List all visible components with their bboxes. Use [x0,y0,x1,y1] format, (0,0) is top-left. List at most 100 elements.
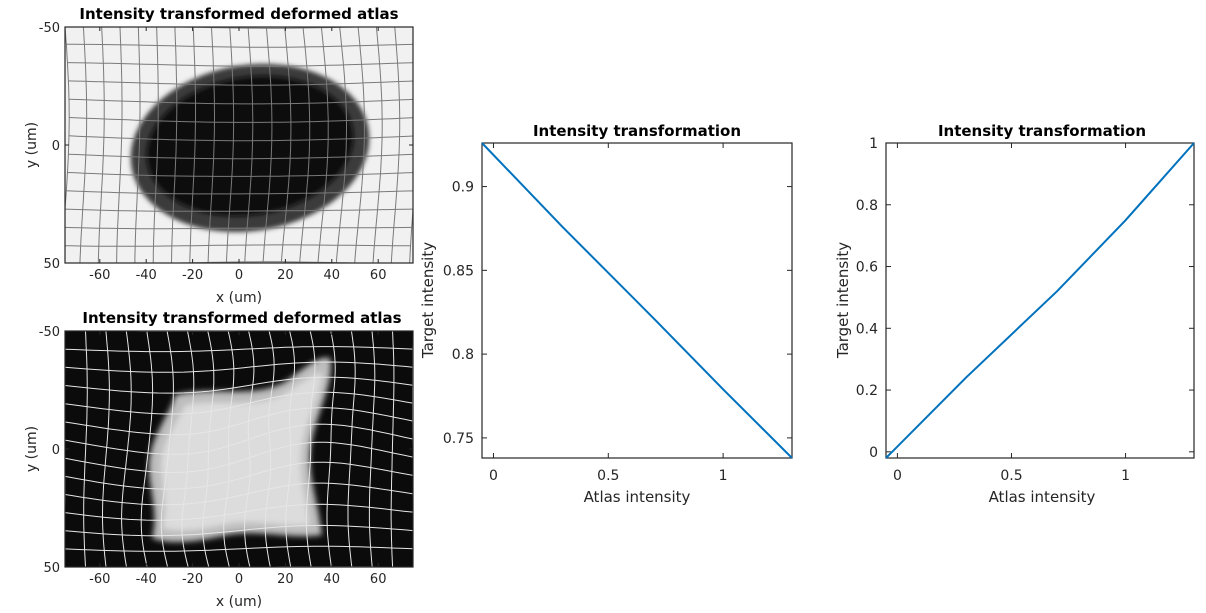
panel-b-grid-col-line [264,331,275,567]
panel-a-grid-col-line [207,27,215,263]
panel-a-grid-col-line [226,27,235,263]
panel-c-xtick-label: 0 [489,468,498,484]
panel-c-ytick-label: 0.8 [452,347,474,363]
panel-b-grid-col-line [83,331,88,567]
panel-a-grid-row-line [66,43,413,48]
panel-b-xtick-label: 60 [370,572,387,587]
panel-b-grid-row-line [65,361,413,373]
panel-a-ylabel: y (um) [24,122,40,168]
panel-b-grid-col-line [326,331,336,567]
panel-b: Intensity transformed deformed atlas -60… [24,309,414,610]
panel-a-grid-row-line [67,62,413,67]
panel-d-xlabel: Atlas intensity [989,488,1096,506]
panel-a-grid-col-line [354,27,365,263]
panel-b-xtick-label: -20 [182,572,203,587]
panel-a-blob-inner [146,75,354,217]
panel-b-grid-row-line [65,407,413,436]
panel-a-grid-col-line [171,27,178,263]
panel-b-grid-col-line [121,331,132,567]
panel-a-grid-row-line [68,135,413,142]
panel-b-grid-col-line [160,331,174,567]
panel-a-grid-row-line [68,153,413,160]
panel-a-xtick-label: 40 [324,268,341,283]
panel-c-ytick-label: 0.75 [443,431,474,447]
panel-c-axes: 0 0.5 1 0.75 0.8 0.85 0.9 [443,143,792,484]
panel-c-xtick-label: 1 [719,468,728,484]
panel-a-grid-col-line [244,28,254,262]
panel-a-grid-row-line [65,208,413,212]
panel-d-axes: 0 0.5 1 0 0.2 0.4 0.6 0.8 1 [856,136,1194,484]
panel-b-grid-col-line [305,331,316,567]
panel-a-xtick-label: -60 [89,268,110,283]
panel-b-xtick-label: -40 [136,572,157,587]
panel-a-xtick-label: 20 [277,268,294,283]
panel-b-grid-row-line [65,482,413,506]
panel-b-xtick-label: 40 [324,572,341,587]
panel-a-xlabel: x (um) [216,290,262,306]
panel-a-axes: -60 -40 -20 0 20 40 60 -50 0 50 [39,21,413,283]
panel-b-ytick-label: -50 [39,325,60,340]
panel-a-grid-row-line [67,172,413,177]
panel-b-title: Intensity transformed deformed atlas [82,309,401,327]
panel-d-series-line [885,142,1195,459]
panel-b-grid-row-line [65,503,413,521]
panel-c-ylabel: Target intensity [419,242,437,359]
panel-c: Intensity transformation 0 0.5 1 0.75 0.8 0.8… [419,122,793,506]
panel-b-grid-col-line [368,331,376,567]
panel-a-grid-col-line [390,27,401,263]
panel-b-grid-row-line [65,376,413,394]
panel-c-ytick-label: 0.9 [452,180,474,196]
panel-a-grid-row-line [65,226,412,230]
panel-b-grid-row-line [65,423,413,455]
panel-a-grid-col-line [152,27,159,263]
panel-d-ytick-label: 0 [869,445,878,461]
panel-c-ytick-label: 0.85 [443,263,474,279]
panel-a-grid-col-line [97,27,105,263]
panel-a-ytick-label: -50 [39,21,60,36]
panel-a-grid-row-line [68,80,413,86]
panel-a-xtick-label: 0 [235,268,243,283]
panel-a-xtick-label: -20 [182,268,203,283]
panel-c-xtick-label: 0.5 [597,468,619,484]
panel-d-ylabel: Target intensity [834,242,852,359]
panel-b-grid-row-line [65,524,413,537]
panel-c-series-line [481,142,793,459]
panel-a-grid-col-line [335,27,347,263]
panel-d-xtick-label: 0.5 [1000,468,1022,484]
panel-b-grid-col-line [140,331,154,567]
panel-b-xlabel: x (um) [216,594,262,610]
panel-b-grid-col-line [181,331,195,567]
panel-c-title: Intensity transformation [533,122,741,140]
panel-a-grid-row-line [68,98,413,105]
panel-b-xtick-label: 20 [277,572,294,587]
panel-d-ytick-label: 0.4 [856,321,878,337]
panel-d-ytick-label: 0.6 [856,260,878,276]
panel-b-grid-col-line [244,331,255,567]
panel-b-grid-row-line [65,441,413,474]
panel-c-xlabel: Atlas intensity [584,488,691,506]
panel-d-ytick-label: 0.8 [856,198,878,214]
panel-a-grid-col-line [299,27,311,263]
panel-b-grid-col-line [390,331,395,567]
panel-a-deformation-grid [65,27,413,263]
panel-a-grid-col-line [409,27,413,263]
panel-b-grid-col-line [285,331,295,567]
panel-d-title: Intensity transformation [938,122,1146,140]
panel-d: Intensity transformation 0 0.5 1 0 0.2 0.4 0.6… [834,122,1195,506]
panel-a-grid-col-line [189,27,196,263]
panel-b-grid-row-line [65,545,413,552]
panel-a-grid-row-line [66,190,413,195]
panel-b-ytick-label: 50 [43,561,60,576]
panel-a-grid-col-line [116,27,123,263]
panel-a: Intensity transformed deformed atlas -60… [24,5,414,306]
panel-a-grid-col-line [317,27,329,263]
panel-b-xtick-label: -60 [89,572,110,587]
panel-a-grid-col-line [372,27,383,263]
panel-b-axes: -60 -40 -20 0 20 40 60 -50 0 50 [39,325,413,587]
panel-b-grid-col-line [102,331,110,567]
panel-b-grid-col-line [223,331,235,567]
panel-b-grid-row-line [65,461,413,490]
panel-d-ytick-label: 1 [869,136,878,152]
panel-b-grid-col-line [202,331,215,567]
